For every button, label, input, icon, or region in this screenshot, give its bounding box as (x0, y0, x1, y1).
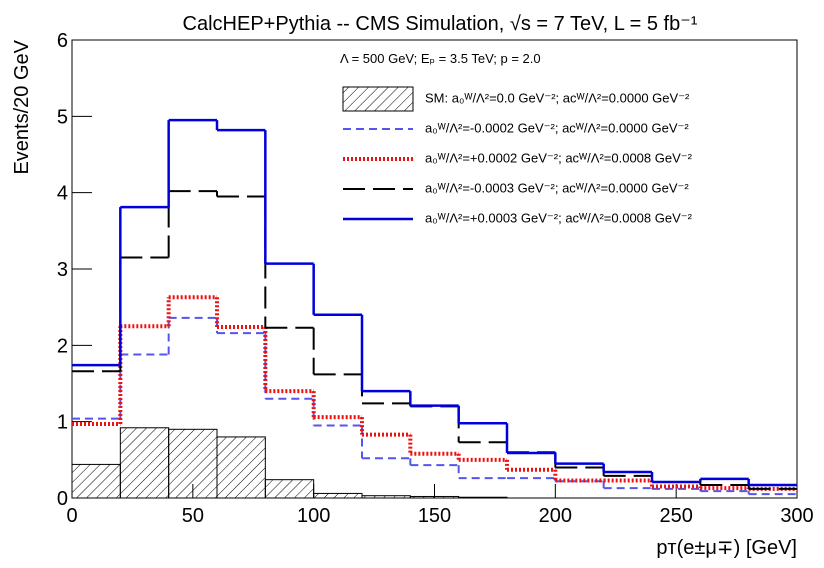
y-axis-label: Events/20 GeV (11, 39, 33, 174)
hatched-bar (216, 436, 266, 499)
legend-swatch (342, 86, 414, 112)
hatched-bar (264, 479, 315, 499)
y-tick-label: 6 (57, 30, 68, 52)
x-tick-label: 200 (539, 505, 572, 527)
x-tick-label: 150 (418, 505, 451, 527)
y-tick-label: 0 (57, 488, 68, 510)
x-tick-label: 300 (780, 505, 813, 527)
y-tick-label: 2 (57, 335, 68, 357)
legend-label: a₀ᵂ/Λ²=-0.0003 GeV⁻²; aᴄᵂ/Λ²=0.0000 GeV⁻… (425, 180, 689, 195)
legend-label: a₀ᵂ/Λ²=+0.0003 GeV⁻²; aᴄᵂ/Λ²=0.0008 GeV⁻… (425, 210, 693, 225)
x-tick-label: 100 (297, 505, 330, 527)
y-tick-label: 4 (57, 183, 68, 205)
legend-label: a₀ᵂ/Λ²=+0.0002 GeV⁻²; aᴄᵂ/Λ²=0.0008 GeV⁻… (425, 150, 693, 165)
hatched-bar (458, 496, 508, 499)
legend-label: SM: a₀ᵂ/Λ²=0.0 GeV⁻²; aᴄᵂ/Λ²=0.0000 GeV⁻… (425, 90, 690, 105)
x-axis-label: pᴛ(e±μ∓) [GeV] (656, 537, 797, 559)
y-tick-label: 3 (57, 259, 68, 281)
y-tick-label: 1 (57, 412, 68, 434)
chart-title: CalcHEP+Pythia -- CMS Simulation, √s = 7… (183, 13, 698, 35)
hatched-bar (71, 463, 121, 499)
x-tick-label: 50 (182, 505, 204, 527)
legend-label: a₀ᵂ/Λ²=-0.0002 GeV⁻²; aᴄᵂ/Λ²=0.0000 GeV⁻… (425, 120, 689, 135)
hatched-bar (409, 495, 460, 499)
annotation: Λ = 500 GeV; Eₚ = 3.5 TeV; p = 2.0 (340, 51, 541, 66)
hatched-bar (119, 427, 170, 499)
hatched-bar (361, 495, 411, 499)
x-tick-label: 0 (66, 505, 77, 527)
hatched-bar (168, 428, 218, 499)
x-tick-label: 250 (659, 505, 692, 527)
y-tick-label: 5 (57, 106, 68, 128)
hatched-bar (313, 492, 363, 499)
